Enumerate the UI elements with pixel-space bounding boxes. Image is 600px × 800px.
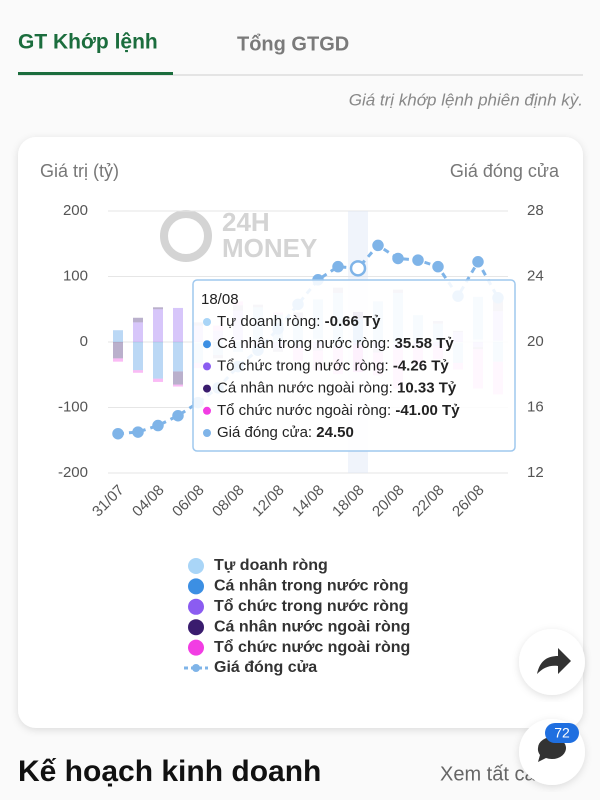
note: Giá trị khớp lệnh phiên định kỳ. [349, 90, 583, 109]
watermark-logo [160, 210, 212, 262]
tooltip-row: Giá đóng cửa: 24.50 [217, 424, 354, 441]
price-dot [152, 419, 164, 432]
tooltip-label: Tổ chức trong nước ròng: [217, 357, 389, 374]
tooltip-title: 18/08 [201, 291, 239, 308]
tooltip-value: -4.26 Tỷ [393, 357, 450, 374]
y2-tick-label: 20 [527, 333, 544, 350]
bar-segment [153, 307, 163, 310]
legend-label: Tổ chức trong nước ròng [214, 597, 409, 615]
tooltip-label: Giá đóng cửa: [217, 424, 312, 441]
tooltip-dot [203, 384, 211, 393]
y-tick-label: -200 [58, 464, 88, 481]
price-dot [132, 426, 144, 438]
legend-label: Tổ chức nước ngoài ròng [214, 638, 410, 656]
badge [545, 723, 579, 743]
legend-label: Giá đóng cửa [214, 659, 317, 676]
y-tick-label: 200 [63, 202, 88, 219]
legend-swatch [188, 558, 204, 574]
bar-segment [173, 307, 183, 342]
y-tick-label: 0 [80, 333, 88, 350]
watermark: MONEY [222, 233, 317, 263]
tooltip-row: Tổ chức trong nước ròng: -4.26 Tỷ [217, 357, 449, 374]
bar-segment [133, 370, 143, 373]
tooltip-dot [203, 429, 211, 437]
bar-segment [133, 342, 143, 371]
watermark: 24H [222, 207, 270, 237]
price-dot [412, 254, 424, 266]
tooltip-row: Cá nhân trong nước ròng: 35.58 Tỷ [217, 335, 454, 352]
bar-segment [153, 378, 163, 382]
section-title: Kế hoạch kinh doanh [18, 755, 321, 788]
bar-segment [113, 358, 123, 362]
bar-segment [153, 342, 163, 379]
tooltip-row: Tự doanh ròng: -0.66 Tỷ [217, 313, 381, 330]
price-dot [172, 409, 184, 422]
tooltip-dot [203, 406, 211, 415]
price-dot [432, 260, 444, 273]
tooltip-value: -0.66 Tỷ [325, 313, 382, 330]
tooltip-value: 35.58 Tỷ [395, 335, 455, 352]
badge-count: 72 [554, 725, 570, 741]
y2-tick-label: 12 [527, 464, 544, 481]
tab-underline [18, 72, 173, 75]
tab[interactable]: Tổng GTGD [237, 33, 349, 55]
bar-segment [173, 371, 183, 385]
legend-swatch [188, 598, 204, 615]
y2-tick-label: 16 [527, 398, 544, 415]
tooltip-label: Tự doanh ròng: [217, 313, 320, 330]
tooltip-row: Tổ chức nước ngoài ròng: -41.00 Tỷ [217, 402, 460, 419]
legend-dot [192, 664, 200, 672]
bar-segment [113, 330, 123, 342]
tooltip-label: Cá nhân trong nước ròng: [217, 335, 390, 352]
tooltip-row: Cá nhân nước ngoài ròng: 10.33 Tỷ [217, 380, 457, 397]
legend-label: Cá nhân nước ngoài ròng [214, 618, 410, 635]
y2-axis-title: Giá đóng cửa [450, 161, 560, 181]
price-dot [332, 260, 344, 273]
bar-segment [133, 317, 143, 323]
legend-label: Cá nhân trong nước ròng [214, 578, 409, 595]
tooltip-value: 10.33 Tỷ [397, 380, 457, 397]
tooltip-label: Tổ chức nước ngoài ròng: [217, 402, 391, 419]
tooltip-box [192, 279, 516, 452]
share-icon [537, 648, 571, 674]
y-axis-title: Giá trị (tỷ) [40, 161, 119, 181]
bar-segment [153, 309, 163, 342]
see-all-link[interactable]: Xem tất cả [440, 763, 536, 785]
price-dot [349, 260, 367, 277]
tooltip-dot [203, 318, 211, 326]
legend-swatch [188, 619, 204, 636]
y-tick-label: 100 [63, 267, 88, 284]
bar-segment [173, 342, 183, 372]
legend-swatch [188, 578, 204, 595]
bar-segment [113, 342, 123, 359]
tooltip-dot [203, 340, 211, 349]
bar-segment [173, 384, 183, 387]
price-dot [112, 427, 124, 440]
tooltip: 18/08 Tự doanh ròng: -0.66 Tỷ Cá nhân tron… [192, 279, 516, 452]
share-button[interactable] [519, 629, 585, 695]
chat-button[interactable]: 72 [519, 719, 585, 785]
price-dot [392, 252, 404, 265]
y-tick-label: -100 [58, 398, 88, 415]
legend-label: Tự doanh ròng [214, 557, 328, 574]
bar-segment [133, 322, 143, 342]
tooltip-value: -41.00 Tỷ [395, 402, 460, 419]
chat-icon [537, 737, 566, 762]
y2-tick-label: 24 [527, 267, 544, 284]
legend-swatch [188, 639, 204, 656]
tooltip-dot [203, 362, 211, 371]
price-dot [472, 256, 484, 268]
tooltip-value: 24.50 [316, 424, 354, 441]
tooltip-label: Cá nhân nước ngoài ròng: [217, 380, 393, 397]
price-dot [372, 239, 384, 252]
tab[interactable]: GT Khớp lệnh [18, 31, 158, 54]
y2-tick-label: 28 [527, 202, 544, 219]
